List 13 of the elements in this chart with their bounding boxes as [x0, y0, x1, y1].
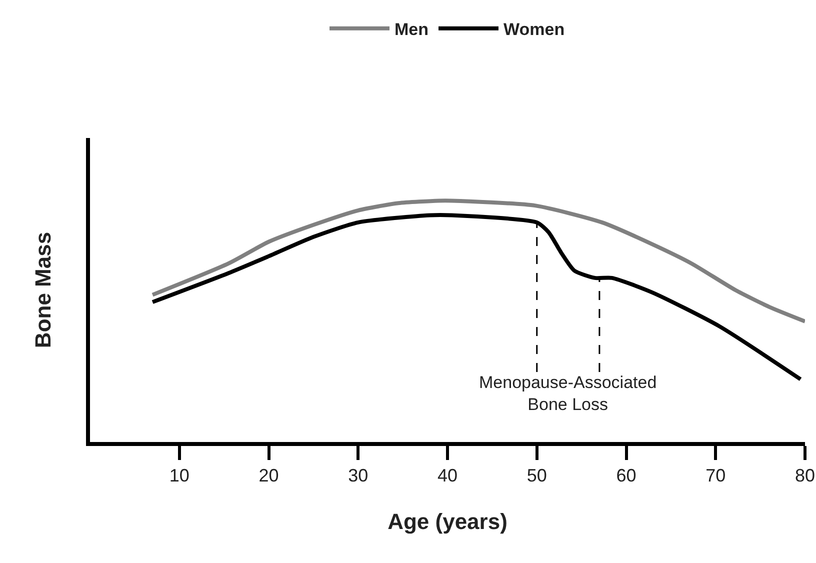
x-tick-label: 80 [794, 466, 816, 486]
legend-label: Men [394, 20, 428, 39]
x-tick-label: 20 [258, 466, 279, 486]
legend-label: Women [504, 20, 565, 39]
x-tick-label: 70 [706, 466, 726, 486]
x-tick-label: 10 [169, 466, 190, 486]
y-axis-title: Bone Mass [30, 232, 56, 348]
x-tick-label: 30 [348, 466, 368, 486]
x-tick-label: 40 [437, 466, 458, 486]
annotation: Menopause-Associated Bone Loss [479, 373, 657, 414]
x-axis-title: Age (years) [388, 509, 508, 534]
x-tick-label: 60 [616, 466, 636, 486]
x-tick-label: 50 [526, 466, 547, 486]
